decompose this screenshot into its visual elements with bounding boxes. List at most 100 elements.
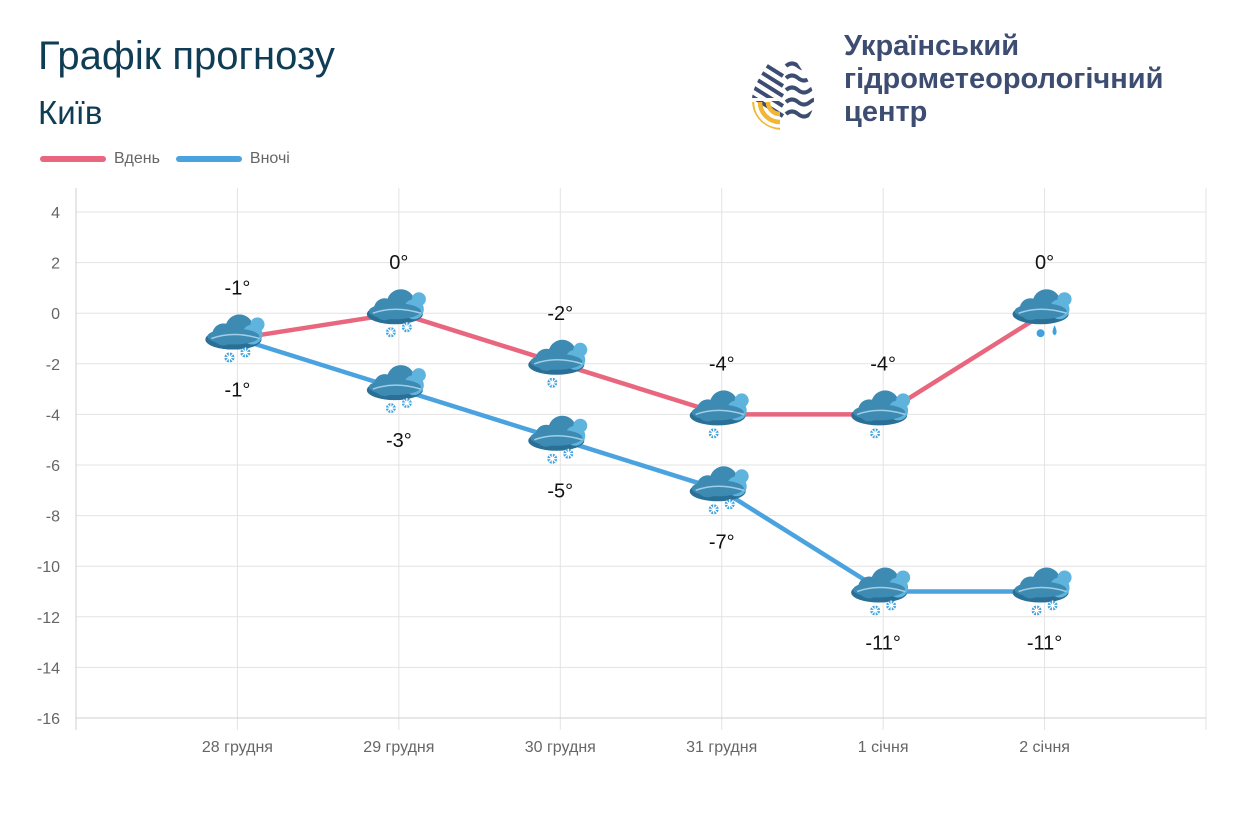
snowflake-arms — [708, 504, 719, 515]
weather-icon-night-2 — [528, 415, 588, 464]
legend-label-day: Вдень — [114, 150, 160, 167]
snowflake-arms — [547, 453, 558, 464]
cloud-puff — [1057, 570, 1072, 585]
weather-icon-day-4 — [851, 390, 911, 439]
cloud-puff — [1057, 292, 1072, 307]
chart-legend: Вдень Вночі — [40, 150, 296, 168]
cloud-puff — [896, 570, 911, 585]
legend-swatch-night — [175, 156, 242, 162]
cloud-puff — [411, 368, 426, 383]
snowflake — [1031, 605, 1042, 616]
snowflake-arms — [401, 398, 412, 409]
cloud-highlight — [372, 308, 422, 314]
snowflake-arms — [1031, 605, 1042, 616]
y-tick-label: -8 — [46, 509, 60, 526]
snowflake-arms — [870, 605, 881, 616]
cloud-base — [207, 328, 260, 345]
y-tick-label: -4 — [46, 407, 60, 424]
snowflake — [1047, 600, 1058, 611]
cloud-highlight — [856, 409, 906, 416]
x-tick-label: 30 грудня — [525, 739, 596, 756]
snowflake — [870, 428, 881, 439]
cloud-puff — [573, 418, 588, 433]
cloud-puff — [573, 342, 588, 357]
snowflake — [240, 347, 251, 358]
data-label-day: 0° — [389, 252, 408, 274]
y-tick-label: 2 — [51, 256, 60, 273]
snowflake-arms — [886, 600, 897, 611]
data-label-day: -2° — [547, 303, 573, 325]
org-name-line-1: Український — [844, 30, 1020, 62]
weather-icon-night-3 — [689, 466, 749, 515]
cloud-base — [1014, 303, 1067, 320]
cloud-base — [853, 581, 906, 598]
cloud-puff — [734, 393, 749, 408]
snowflake — [1036, 329, 1045, 338]
cloud-highlight — [856, 586, 906, 593]
snowflake — [385, 327, 396, 338]
snowflake — [563, 448, 574, 459]
data-label-day: -1° — [225, 278, 251, 300]
drop-logo-icon — [752, 38, 814, 130]
snowflake-arms — [563, 448, 574, 459]
city-name: Київ — [38, 94, 103, 131]
x-tick-label: 1 січня — [858, 739, 909, 756]
snowflake-arms — [240, 347, 251, 358]
org-name-line-2: гідрометеорологічний — [844, 63, 1164, 95]
cloud-base — [530, 429, 583, 446]
weather-icon-night-0 — [205, 314, 265, 363]
weather-icon-day-5 — [1012, 289, 1072, 338]
snowflake — [708, 428, 719, 439]
org-name-line-3: центр — [844, 96, 928, 128]
snowflake-arms — [708, 428, 719, 439]
weather-icon-day-2 — [528, 339, 588, 388]
cloud-puff — [411, 292, 426, 307]
cloud-highlight — [1018, 308, 1067, 314]
snowflake-arms — [224, 352, 235, 363]
snowflake-arms — [870, 428, 881, 439]
cloud-base — [691, 480, 744, 497]
x-tick-label: 2 січня — [1019, 739, 1070, 756]
weather-icon-day-1 — [366, 289, 426, 338]
legend-item-day[interactable]: Вдень — [40, 150, 160, 168]
cloud-base — [368, 379, 421, 396]
weather-icon-day-3 — [689, 390, 749, 439]
snowflake — [870, 605, 881, 616]
weather-icon-night-5 — [1012, 567, 1072, 616]
snowflake-arms — [547, 377, 558, 388]
legend-label-night: Вночі — [249, 150, 290, 167]
snowflake-arms — [1047, 600, 1058, 611]
raindrop — [1052, 325, 1057, 336]
y-tick-label: 4 — [51, 205, 60, 222]
snowflake — [547, 377, 558, 388]
cloud-highlight — [372, 384, 422, 390]
snowflake — [401, 398, 412, 409]
x-tick-label: 31 грудня — [686, 739, 757, 756]
cloud-base — [691, 404, 744, 421]
cloud-base — [530, 353, 583, 370]
snowflake — [385, 403, 396, 414]
series-line-night — [236, 336, 1045, 594]
data-label-night: -11° — [1027, 633, 1062, 655]
cloud-highlight — [695, 409, 744, 416]
cloud-puff — [896, 393, 911, 408]
cloud-puff — [250, 317, 265, 332]
legend-item-night[interactable]: Вночі — [175, 150, 290, 168]
page-title: Графік прогнозу — [38, 34, 335, 78]
y-tick-label: -10 — [37, 559, 60, 576]
y-tick-label: -16 — [37, 711, 60, 728]
snowflake-arms — [385, 403, 396, 414]
legend-swatch-day — [40, 156, 106, 162]
y-tick-label: -14 — [37, 660, 60, 677]
snowflake — [224, 352, 235, 363]
snowflake-arms — [401, 322, 412, 333]
y-tick-label: 0 — [51, 306, 60, 323]
y-tick-label: -12 — [37, 610, 60, 627]
x-tick-label: 29 грудня — [363, 739, 434, 756]
cloud-base — [1014, 581, 1067, 598]
org-name: Український гідрометеорологічний центр — [844, 30, 1224, 129]
cloud-base — [368, 303, 421, 320]
snowflake-arms — [724, 499, 735, 510]
data-label-night: -7° — [709, 531, 735, 553]
